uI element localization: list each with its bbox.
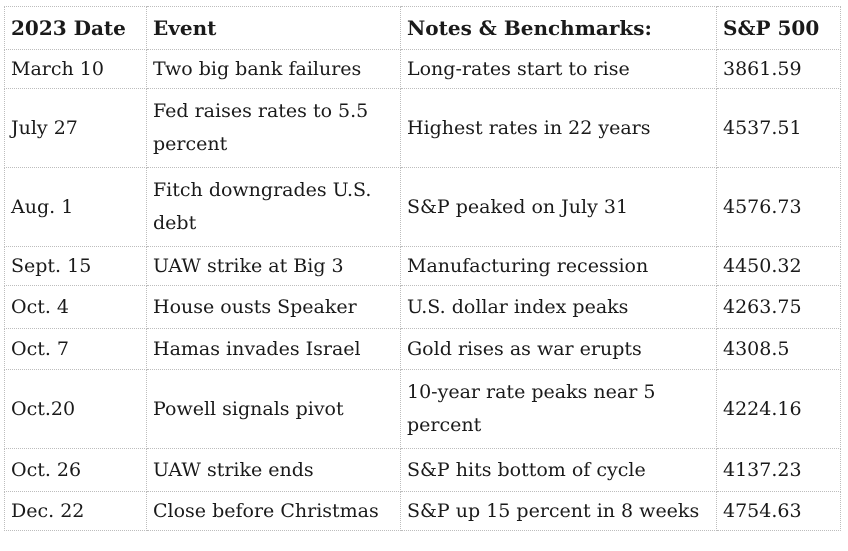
cell-notes: S&P peaked on July 31 xyxy=(400,167,717,247)
cell-event: House ousts Speaker xyxy=(146,285,401,329)
cell-sp500: 4537.51 xyxy=(716,88,841,168)
table-row: Oct. 7 Hamas invades Israel Gold rises a… xyxy=(4,328,841,370)
cell-event: Fitch downgrades U.S. debt xyxy=(146,167,401,247)
cell-event: Close before Christmas xyxy=(146,491,401,531)
cell-sp500: 3861.59 xyxy=(716,49,841,89)
cell-date: Sept. 15 xyxy=(4,246,147,286)
header-row: 2023 Date Event Notes & Benchmarks: S&P … xyxy=(4,6,841,50)
events-table-container: 2023 Date Event Notes & Benchmarks: S&P … xyxy=(4,6,841,531)
cell-sp500: 4137.23 xyxy=(716,448,841,492)
header-date: 2023 Date xyxy=(4,6,147,50)
cell-notes: S&P up 15 percent in 8 weeks xyxy=(400,491,717,531)
events-table: 2023 Date Event Notes & Benchmarks: S&P … xyxy=(4,6,841,531)
cell-date: Aug. 1 xyxy=(4,167,147,247)
cell-sp500: 4224.16 xyxy=(716,369,841,449)
cell-event: Two big bank failures xyxy=(146,49,401,89)
table-row: Oct.20 Powell signals pivot 10-year rate… xyxy=(4,369,841,449)
cell-event: UAW strike ends xyxy=(146,448,401,492)
cell-event: Powell signals pivot xyxy=(146,369,401,449)
cell-date: Oct. 26 xyxy=(4,448,147,492)
cell-date: March 10 xyxy=(4,49,147,89)
cell-date: Oct. 7 xyxy=(4,328,147,370)
table-row: Sept. 15 UAW strike at Big 3 Manufacturi… xyxy=(4,246,841,286)
cell-sp500: 4576.73 xyxy=(716,167,841,247)
cell-sp500: 4450.32 xyxy=(716,246,841,286)
cell-notes: Long-rates start to rise xyxy=(400,49,717,89)
table-row: Oct. 26 UAW strike ends S&P hits bottom … xyxy=(4,448,841,492)
cell-notes: S&P hits bottom of cycle xyxy=(400,448,717,492)
cell-date: Oct.20 xyxy=(4,369,147,449)
cell-notes: Manufacturing recession xyxy=(400,246,717,286)
cell-notes: U.S. dollar index peaks xyxy=(400,285,717,329)
table-row: Aug. 1 Fitch downgrades U.S. debt S&P pe… xyxy=(4,167,841,247)
cell-sp500: 4308.5 xyxy=(716,328,841,370)
cell-sp500: 4754.63 xyxy=(716,491,841,531)
cell-event: Fed raises rates to 5.5 percent xyxy=(146,88,401,168)
table-row: March 10 Two big bank failures Long-rate… xyxy=(4,49,841,89)
cell-date: Oct. 4 xyxy=(4,285,147,329)
table-row: July 27 Fed raises rates to 5.5 percent … xyxy=(4,88,841,168)
cell-event: Hamas invades Israel xyxy=(146,328,401,370)
cell-notes: Gold rises as war erupts xyxy=(400,328,717,370)
header-sp500: S&P 500 xyxy=(716,6,841,50)
header-notes: Notes & Benchmarks: xyxy=(400,6,717,50)
cell-date: July 27 xyxy=(4,88,147,168)
cell-notes: 10-year rate peaks near 5 percent xyxy=(400,369,717,449)
header-event: Event xyxy=(146,6,401,50)
cell-sp500: 4263.75 xyxy=(716,285,841,329)
cell-date: Dec. 22 xyxy=(4,491,147,531)
table-row: Oct. 4 House ousts Speaker U.S. dollar i… xyxy=(4,285,841,329)
cell-event: UAW strike at Big 3 xyxy=(146,246,401,286)
cell-notes: Highest rates in 22 years xyxy=(400,88,717,168)
table-row: Dec. 22 Close before Christmas S&P up 15… xyxy=(4,491,841,531)
